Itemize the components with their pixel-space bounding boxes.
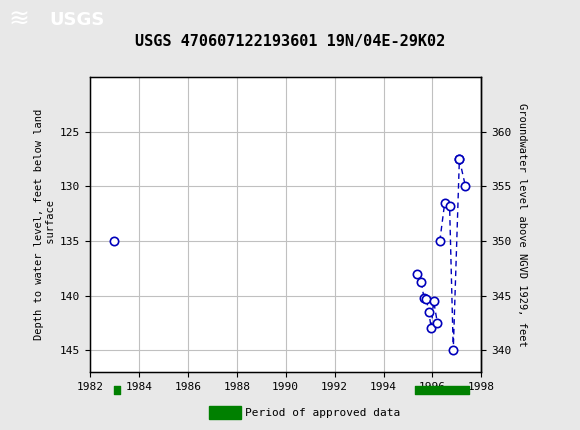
- Text: Period of approved data: Period of approved data: [245, 408, 400, 418]
- Y-axis label: Groundwater level above NGVD 1929, feet: Groundwater level above NGVD 1929, feet: [517, 103, 527, 347]
- Bar: [209, 406, 241, 419]
- Y-axis label: Depth to water level, feet below land
 surface: Depth to water level, feet below land su…: [34, 109, 56, 340]
- Text: USGS 470607122193601 19N/04E-29K02: USGS 470607122193601 19N/04E-29K02: [135, 34, 445, 49]
- Text: USGS: USGS: [49, 11, 104, 29]
- Text: ≋: ≋: [9, 8, 30, 32]
